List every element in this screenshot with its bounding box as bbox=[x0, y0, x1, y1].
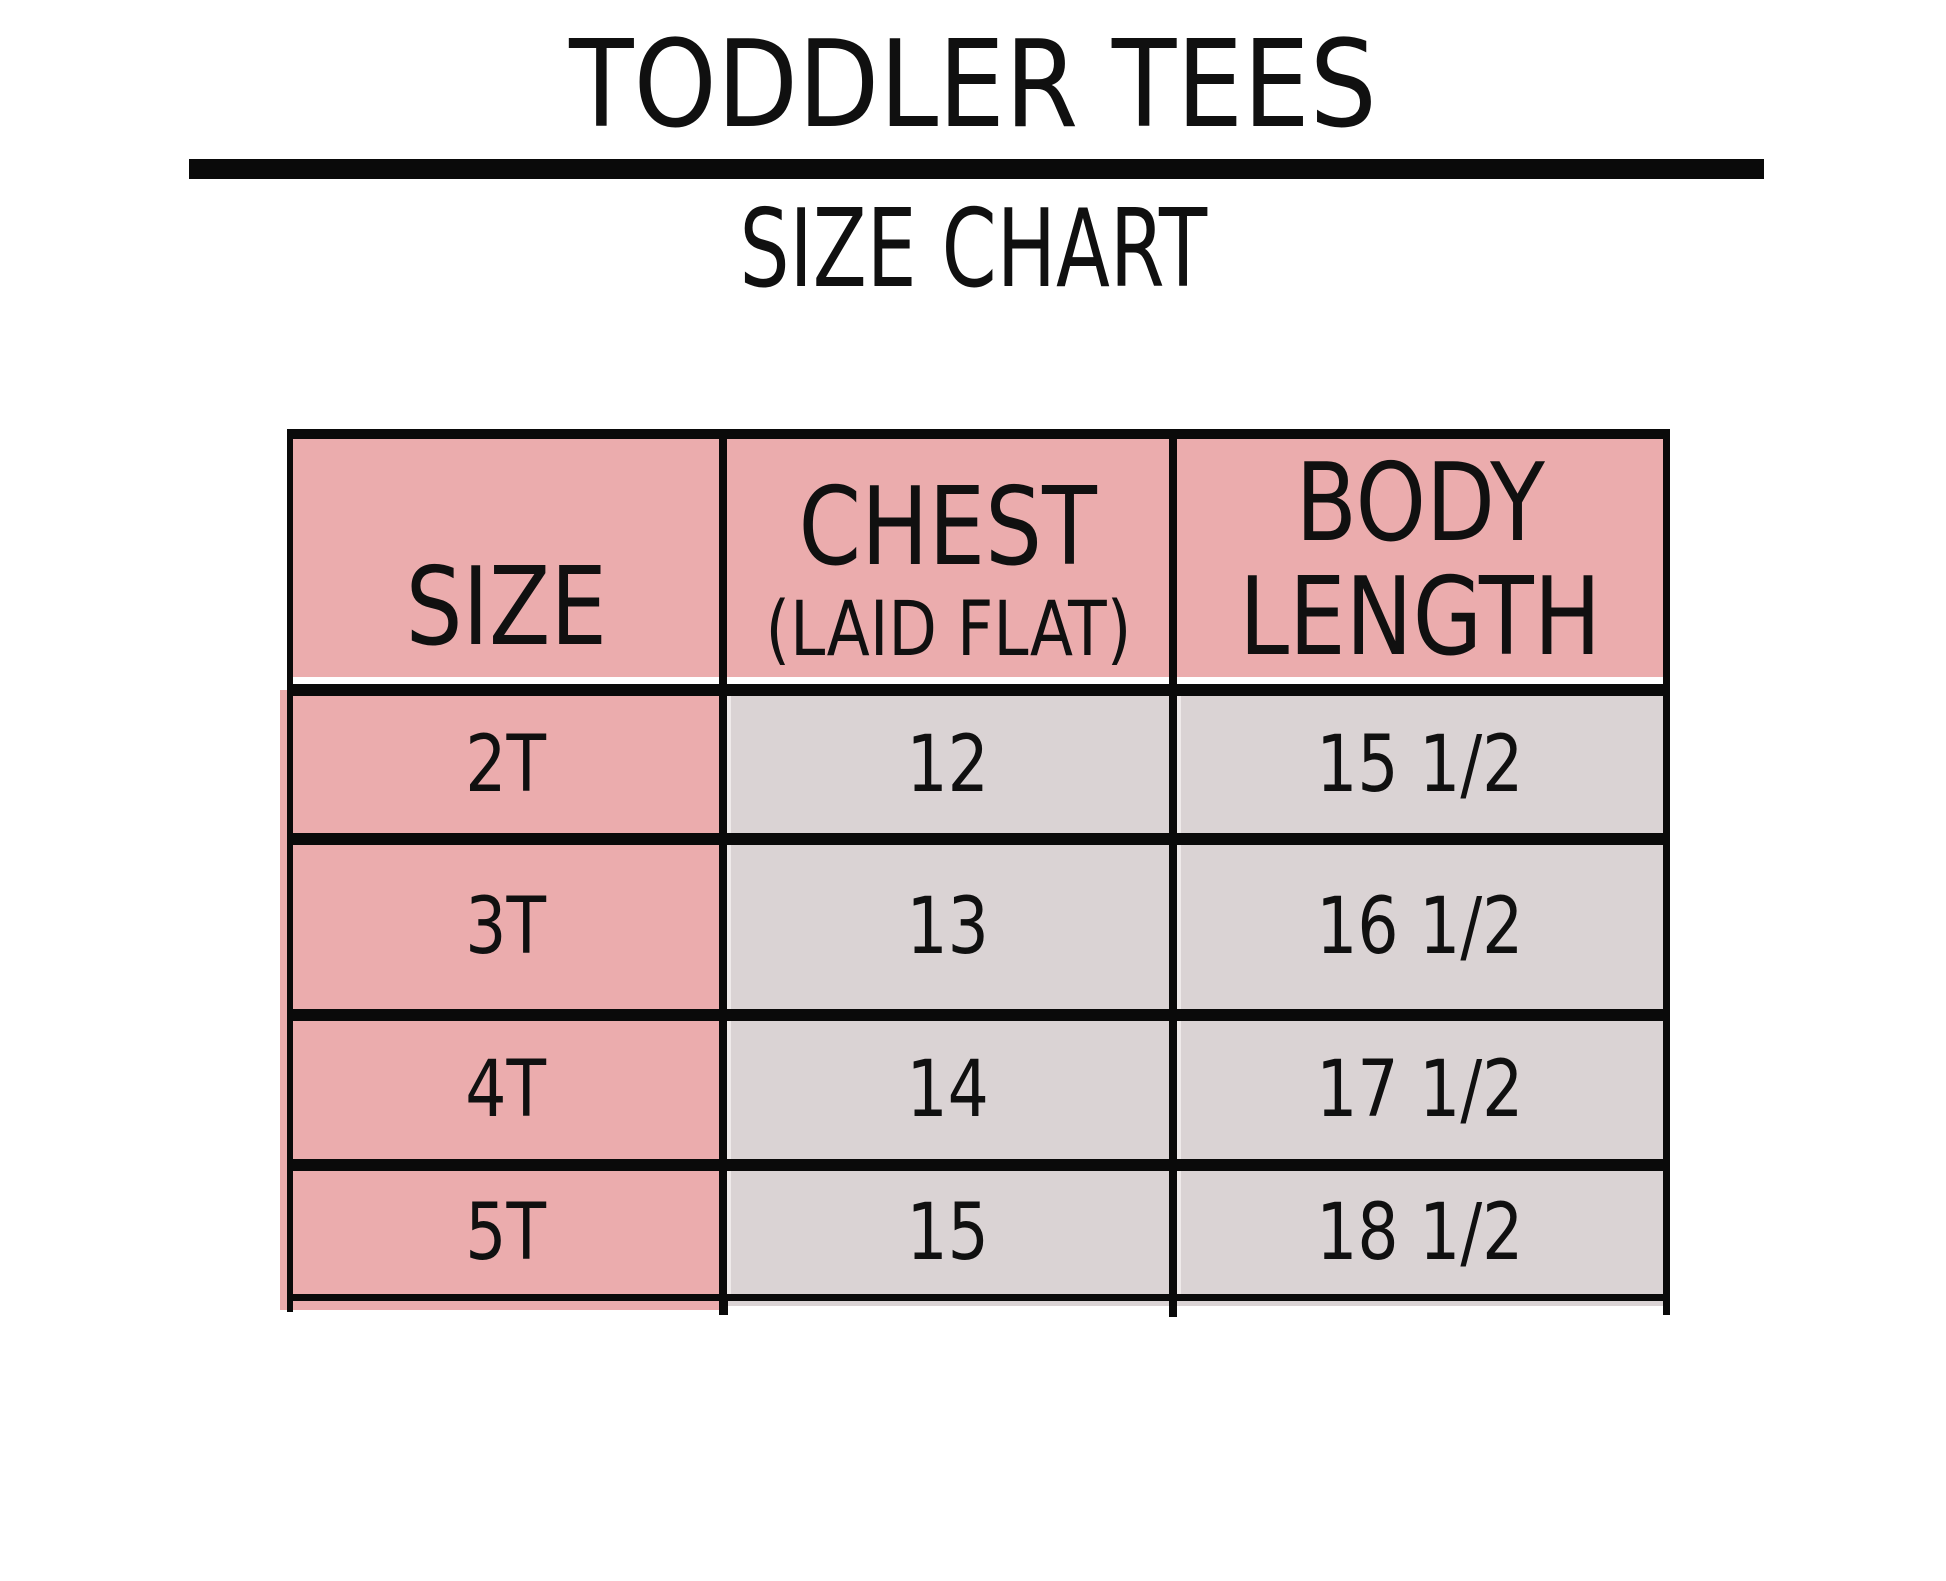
table-artifact-bottom-pink-overhang bbox=[293, 1298, 719, 1310]
size-chart-table: SIZE CHEST (LAID FLAT) BODY LENGTH 2T 12… bbox=[287, 429, 1670, 1301]
table-artifact-left-pink-sliver bbox=[280, 690, 289, 1310]
table-artifact-divider1-stub bbox=[719, 1300, 728, 1315]
body-length-value: 16 1/2 bbox=[1316, 882, 1524, 972]
body-length-cell-5t: 18 1/2 bbox=[1177, 1171, 1663, 1294]
header-chest-label: CHEST bbox=[798, 465, 1098, 591]
size-cell-4t: 4T bbox=[293, 1021, 719, 1159]
body-length-cell-2t: 15 1/2 bbox=[1177, 696, 1663, 833]
table-artifact-left-border-stub bbox=[287, 1300, 293, 1312]
body-length-value: 17 1/2 bbox=[1316, 1045, 1524, 1135]
chest-cell-5t: 15 bbox=[727, 1171, 1169, 1294]
chest-value: 14 bbox=[906, 1045, 990, 1135]
chest-cell-2t: 12 bbox=[727, 696, 1169, 833]
table-artifact-right-border-stub bbox=[1663, 1300, 1670, 1315]
body-length-cell-3t: 16 1/2 bbox=[1177, 845, 1663, 1009]
page-subtitle: SIZE CHART bbox=[0, 196, 1946, 304]
page-title: TODDLER TEES bbox=[0, 26, 1946, 146]
size-value: 3T bbox=[465, 882, 547, 972]
table-artifact-divider2-stub bbox=[1169, 1300, 1177, 1317]
body-length-value: 18 1/2 bbox=[1316, 1187, 1524, 1278]
header-cell-chest: CHEST (LAID FLAT) bbox=[727, 439, 1169, 684]
size-cell-2t: 2T bbox=[293, 696, 719, 833]
size-value: 2T bbox=[465, 719, 547, 810]
header-cell-body-length: BODY LENGTH bbox=[1177, 439, 1663, 684]
header-chest-sublabel: (LAID FLAT) bbox=[765, 583, 1131, 673]
header-body-label-line1: BODY bbox=[1295, 440, 1545, 566]
page-title-text: TODDLER TEES bbox=[569, 16, 1377, 155]
title-underline bbox=[189, 159, 1764, 179]
size-value: 5T bbox=[465, 1187, 547, 1278]
header-cell-size: SIZE bbox=[293, 439, 719, 684]
size-cell-3t: 3T bbox=[293, 845, 719, 1009]
size-cell-5t: 5T bbox=[293, 1171, 719, 1294]
chest-value: 15 bbox=[906, 1187, 990, 1278]
chest-value: 13 bbox=[906, 882, 990, 972]
body-length-cell-4t: 17 1/2 bbox=[1177, 1021, 1663, 1159]
header-size-label: SIZE bbox=[405, 544, 607, 670]
header-body-label-line2: LENGTH bbox=[1238, 555, 1602, 680]
chest-cell-4t: 14 bbox=[727, 1021, 1169, 1159]
table-artifact-bottom-gray-overhang bbox=[727, 1298, 1663, 1306]
body-length-value: 15 1/2 bbox=[1316, 719, 1524, 810]
size-value: 4T bbox=[465, 1045, 547, 1135]
chest-value: 12 bbox=[906, 719, 990, 810]
page-subtitle-text: SIZE CHART bbox=[739, 187, 1207, 312]
chest-cell-3t: 13 bbox=[727, 845, 1169, 1009]
